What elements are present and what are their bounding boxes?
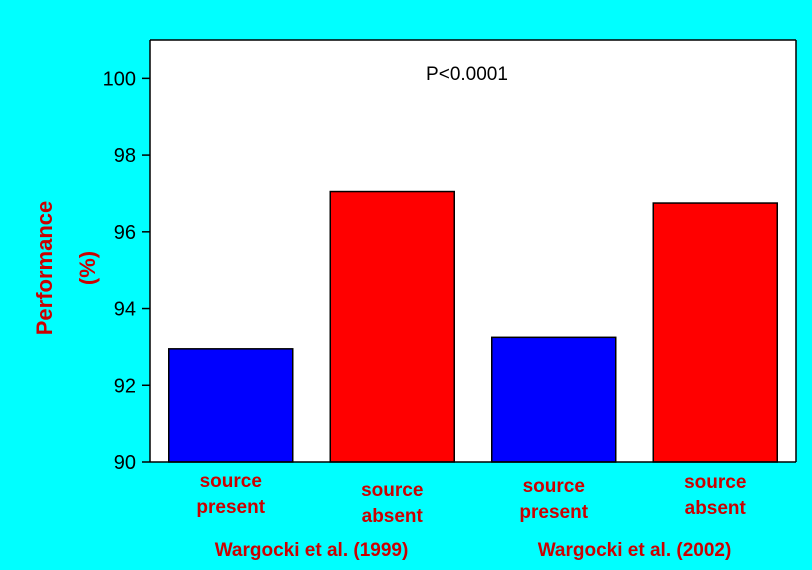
y-tick-label: 94 (114, 299, 136, 321)
y-tick-label: 98 (114, 145, 136, 167)
group-label: Wargocki et al. (1999) (215, 540, 409, 561)
x-category-label: source (684, 472, 746, 493)
group-label: Wargocki et al. (2002) (538, 540, 732, 561)
x-category-label: source (361, 480, 423, 501)
bar (652, 202, 778, 463)
bars-group (168, 190, 778, 463)
x-category-label: present (519, 502, 588, 523)
bar (491, 336, 617, 463)
x-category-label: absent (685, 498, 747, 519)
x-category-label: source (523, 476, 585, 497)
x-labels-group: source present source absent source present so… (196, 471, 746, 527)
x-category-label: source (200, 471, 262, 492)
bar (168, 348, 294, 463)
y-axis-title-line-1: Performance (32, 201, 57, 336)
group-labels-group: Wargocki et al. (1999) Wargocki et al. (2… (215, 540, 732, 561)
y-tick-label: 96 (114, 222, 136, 244)
y-tick-label: 100 (103, 68, 136, 90)
bar (329, 190, 455, 463)
y-axis-title: Performance (%) (32, 201, 100, 336)
y-ticks-group: 90 92 94 96 98 100 (103, 68, 150, 474)
y-axis-title-line-2: (%) (75, 251, 100, 285)
x-category-label: absent (362, 506, 424, 527)
x-category-label: present (196, 497, 265, 518)
y-tick-label: 90 (114, 452, 136, 474)
y-tick-label: 92 (114, 375, 136, 397)
p-value-annotation: P<0.0001 (426, 64, 508, 85)
